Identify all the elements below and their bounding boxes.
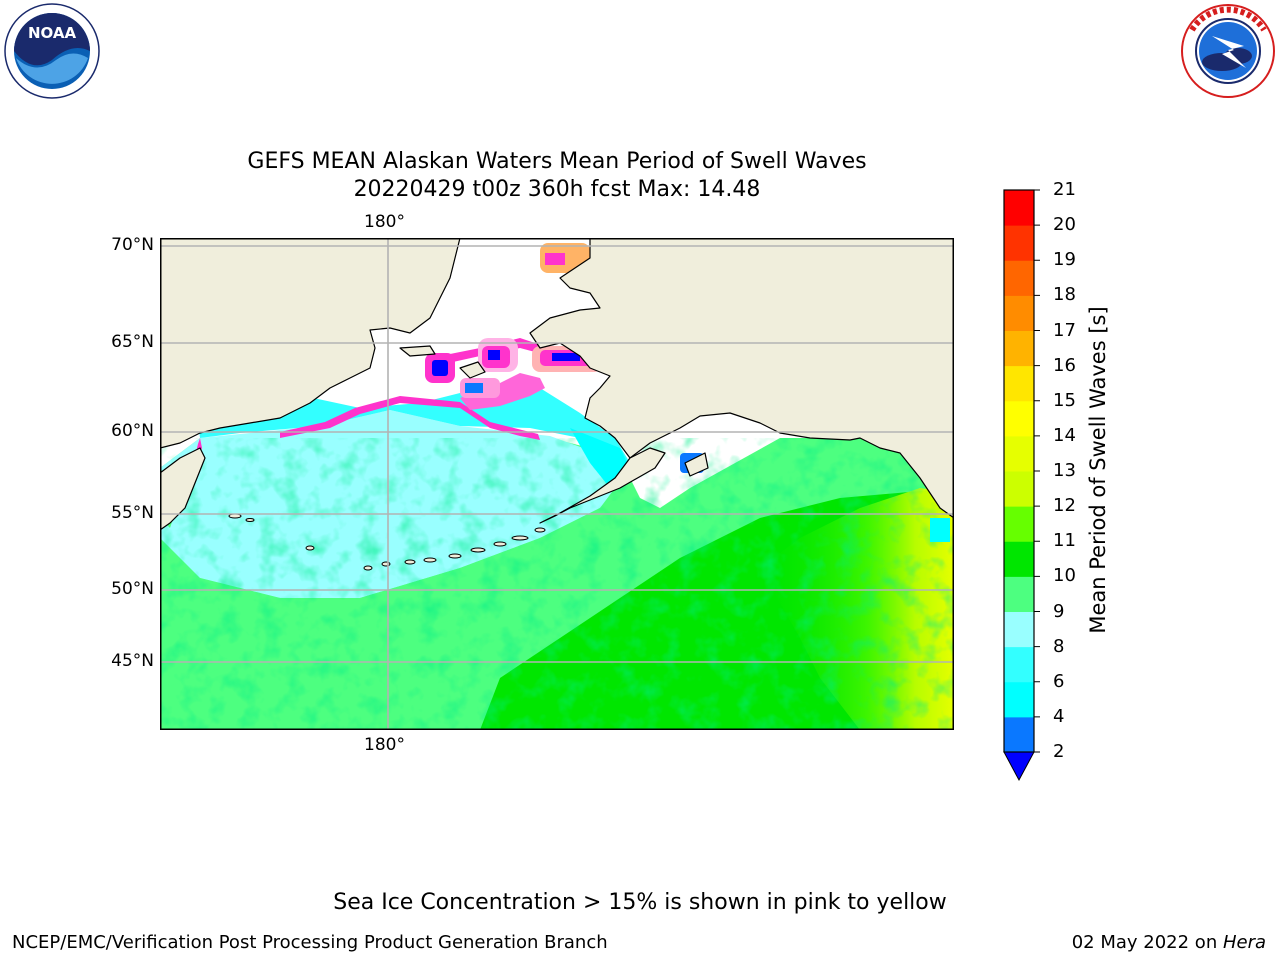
colorbar-tick-label: 13 <box>1053 460 1076 481</box>
colorbar-tick-label: 4 <box>1053 705 1065 727</box>
footer-host: Hera <box>1222 932 1266 953</box>
map-border <box>160 238 954 730</box>
map-canvas <box>159 237 955 730</box>
colorbar-tick-label: 10 <box>1053 565 1076 587</box>
colorbar-segment <box>1004 400 1034 437</box>
noaa-logo: NOAA <box>2 2 102 100</box>
lat-label-55: 55°N <box>111 503 154 523</box>
colorbar-tick-label: 20 <box>1053 214 1076 236</box>
colorbar-tick-label: 18 <box>1053 284 1076 306</box>
noaa-logo-text: NOAA <box>28 24 77 42</box>
colorbar-segment <box>1004 681 1034 718</box>
colorbar-segment <box>1004 260 1034 296</box>
lat-label-70: 70°N <box>111 235 154 255</box>
aleutian-islands <box>228 513 546 571</box>
lat-label-45: 45°N <box>111 651 154 671</box>
land-st-lawrence <box>399 345 436 357</box>
sea-ice-note: Sea Ice Concentration > 15% is shown in … <box>333 890 947 915</box>
colorbar-segment <box>1004 471 1034 507</box>
colorbar-segment <box>1004 295 1034 331</box>
colorbar-segment <box>1004 190 1034 226</box>
footer-date-text: 02 May 2022 on <box>1071 932 1223 953</box>
chart-title-line2: 20220429 t00z 360h fcst Max: 14.48 <box>353 177 761 202</box>
lat-label-50: 50°N <box>111 579 154 599</box>
colorbar-tick-label: 2 <box>1053 741 1065 762</box>
colorbar <box>1000 186 1040 786</box>
colorbar-segment <box>1004 330 1034 367</box>
colorbar-under-arrow <box>1003 751 1035 782</box>
lon-label-top: 180° <box>364 212 405 232</box>
colorbar-tick-label: 15 <box>1053 389 1076 411</box>
map-panel <box>159 237 955 730</box>
colorbar-tick-label: 12 <box>1053 495 1076 517</box>
chart-title-line1: GEFS MEAN Alaskan Waters Mean Period of … <box>247 149 867 174</box>
land-kodiak <box>684 452 709 477</box>
colorbar-segment <box>1004 646 1034 683</box>
colorbar-segment <box>1004 435 1034 472</box>
colorbar-tick-label: 17 <box>1053 319 1076 341</box>
lon-label-bottom: 180° <box>364 735 405 755</box>
colorbar-tick-label: 14 <box>1053 424 1076 446</box>
colorbar-segment <box>1004 365 1034 402</box>
colorbar-tick-label: 8 <box>1053 635 1065 657</box>
colorbar-tick-label: 6 <box>1053 670 1065 692</box>
colorbar-tick-label: 9 <box>1053 600 1065 622</box>
colorbar-segment <box>1004 576 1034 612</box>
footer-date: 02 May 2022 on Hera <box>1072 932 1266 953</box>
colorbar-tick-label: 21 <box>1053 179 1076 200</box>
nws-logo <box>1178 2 1278 100</box>
colorbar-label: Mean Period of Swell Waves [s] <box>1086 306 1110 634</box>
swell-period-field <box>160 358 954 730</box>
colorbar-tick-label: 11 <box>1053 530 1076 552</box>
graticule <box>160 238 954 730</box>
footer-credit: NCEP/EMC/Verification Post Processing Pr… <box>12 932 608 953</box>
colorbar-segment <box>1004 225 1034 261</box>
colorbar-tick-label: 19 <box>1053 249 1076 271</box>
colorbar-segment <box>1004 506 1034 542</box>
colorbar-segment <box>1004 611 1034 648</box>
colorbar-segment <box>1004 541 1034 577</box>
colorbar-tick-label: 16 <box>1053 354 1076 376</box>
land-nunivak <box>459 361 486 379</box>
land-kamchatka <box>159 447 206 531</box>
land-alaska-peninsula <box>539 447 666 524</box>
lat-label-60: 60°N <box>111 421 154 441</box>
lat-label-65: 65°N <box>111 332 154 352</box>
colorbar-graphic <box>1003 189 1040 782</box>
colorbar-segment <box>1004 716 1034 753</box>
